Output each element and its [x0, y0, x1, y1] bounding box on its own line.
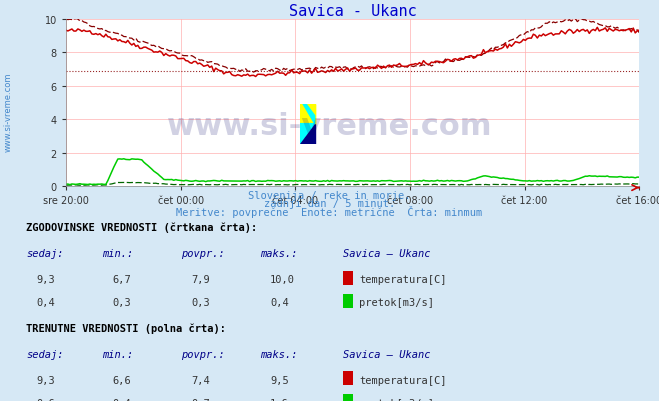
Bar	[300, 104, 315, 124]
Text: 1,6: 1,6	[270, 398, 289, 401]
Text: 9,5: 9,5	[270, 375, 289, 385]
Text: sedaj:: sedaj:	[26, 249, 64, 259]
Text: sedaj:: sedaj:	[26, 349, 64, 359]
Text: povpr.:: povpr.:	[181, 349, 225, 359]
Text: 0,4: 0,4	[270, 298, 289, 308]
Text: www.si-vreme.com: www.si-vreme.com	[3, 73, 13, 152]
Text: povpr.:: povpr.:	[181, 249, 225, 259]
Text: 0,3: 0,3	[112, 298, 130, 308]
Text: Savica – Ukanc: Savica – Ukanc	[343, 249, 430, 259]
Polygon shape	[303, 104, 315, 124]
Text: www.si-vreme.com: www.si-vreme.com	[167, 112, 492, 141]
Text: 0,7: 0,7	[191, 398, 210, 401]
Polygon shape	[300, 124, 315, 144]
Text: pretok[m3/s]: pretok[m3/s]	[359, 398, 434, 401]
Polygon shape	[300, 124, 315, 144]
Text: maks.:: maks.:	[260, 249, 298, 259]
Text: Slovenija / reke in morje.: Slovenija / reke in morje.	[248, 190, 411, 200]
Text: min.:: min.:	[102, 249, 133, 259]
Text: maks.:: maks.:	[260, 349, 298, 359]
Text: pretok[m3/s]: pretok[m3/s]	[359, 298, 434, 308]
Text: 0,4: 0,4	[112, 398, 130, 401]
Text: 9,3: 9,3	[36, 375, 55, 385]
Text: 9,3: 9,3	[36, 275, 55, 285]
Title: Savica - Ukanc: Savica - Ukanc	[289, 4, 416, 19]
Text: 0,4: 0,4	[36, 298, 55, 308]
Text: 7,9: 7,9	[191, 275, 210, 285]
Text: Meritve: povprečne  Enote: metrične  Črta: minmum: Meritve: povprečne Enote: metrične Črta:…	[177, 205, 482, 217]
Text: 0,3: 0,3	[191, 298, 210, 308]
Text: zadnji dan / 5 minut.: zadnji dan / 5 minut.	[264, 199, 395, 209]
Text: 6,6: 6,6	[112, 375, 130, 385]
Text: TRENUTNE VREDNOSTI (polna črta):: TRENUTNE VREDNOSTI (polna črta):	[26, 322, 226, 333]
Text: temperatura[C]: temperatura[C]	[359, 375, 447, 385]
Text: 10,0: 10,0	[270, 275, 295, 285]
Polygon shape	[300, 104, 315, 124]
Text: 0,6: 0,6	[36, 398, 55, 401]
Text: 6,7: 6,7	[112, 275, 130, 285]
Text: temperatura[C]: temperatura[C]	[359, 275, 447, 285]
Text: ZGODOVINSKE VREDNOSTI (črtkana črta):: ZGODOVINSKE VREDNOSTI (črtkana črta):	[26, 222, 258, 233]
Text: Savica – Ukanc: Savica – Ukanc	[343, 349, 430, 359]
Text: 7,4: 7,4	[191, 375, 210, 385]
Text: min.:: min.:	[102, 349, 133, 359]
